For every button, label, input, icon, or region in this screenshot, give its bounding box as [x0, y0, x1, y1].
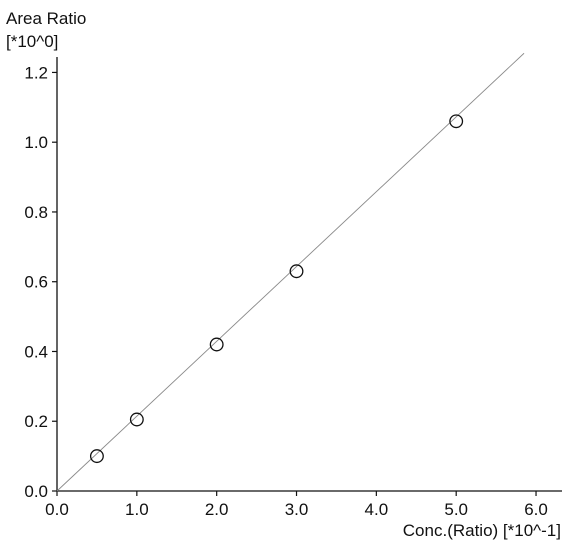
y-tick-label: 0.2 [24, 412, 48, 431]
data-point [289, 264, 304, 279]
data-point [89, 449, 104, 464]
data-point [129, 412, 144, 427]
y-tick-label: 1.0 [24, 133, 48, 152]
x-tick-label: 0.0 [45, 500, 69, 519]
data-point [449, 114, 464, 129]
x-axis-title: Conc.(Ratio) [*10^-1] [403, 521, 561, 540]
y-tick-label: 0.4 [24, 342, 48, 361]
y-tick-label: 1.2 [24, 63, 48, 82]
data-points [89, 114, 464, 464]
x-tick-label: 1.0 [125, 500, 149, 519]
y-tick-label: 0.0 [24, 482, 48, 501]
x-tick-label: 2.0 [205, 500, 229, 519]
y-tick-label: 0.8 [24, 203, 48, 222]
y-axis-unit: [*10^0] [6, 32, 58, 51]
y-axis-ticks: 0.0 0.2 0.4 0.6 0.8 1.0 1.2 [24, 63, 57, 501]
data-point [209, 337, 224, 352]
x-tick-label: 3.0 [285, 500, 309, 519]
x-tick-label: 6.0 [524, 500, 548, 519]
x-axis-ticks: 0.0 1.0 2.0 3.0 4.0 5.0 6.0 [45, 491, 548, 519]
y-axis-title: Area Ratio [6, 9, 86, 28]
x-tick-label: 4.0 [365, 500, 389, 519]
axes [56, 57, 562, 492]
x-tick-label: 5.0 [444, 500, 468, 519]
y-tick-label: 0.6 [24, 273, 48, 292]
